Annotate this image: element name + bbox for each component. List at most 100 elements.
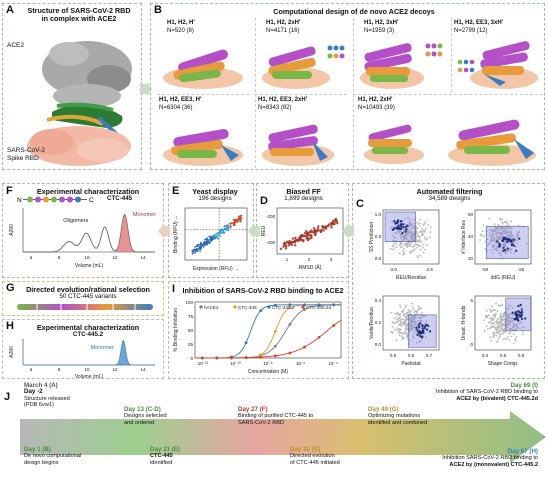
data-point — [200, 246, 203, 248]
event-day: Day 27 (F) — [238, 406, 268, 413]
y-axis-label: # Interface Res — [461, 220, 467, 254]
data-point — [203, 241, 206, 244]
data-point — [512, 326, 515, 328]
data-point — [404, 306, 407, 309]
data-point — [424, 230, 427, 233]
topology-label: H1, H2, EE3, H' — [159, 97, 202, 103]
data-point — [506, 235, 508, 238]
x-axis-label: Volume (mL) — [75, 263, 104, 269]
data-point — [239, 215, 241, 217]
data-point — [498, 245, 501, 248]
data-point — [399, 236, 402, 239]
timeline-event-bottom: Day 1 (B) De novo computational design b… — [24, 446, 81, 466]
data-point — [481, 230, 484, 233]
data-point — [408, 244, 411, 247]
data-point — [396, 327, 399, 330]
data-point — [205, 241, 208, 244]
panel-title-line2: in complex with ACE2 — [41, 14, 117, 23]
timeline-event-top: Day 13 (C-D) Designs selected and ordere… — [124, 406, 167, 426]
data-point — [492, 236, 495, 239]
data-point — [508, 339, 511, 341]
data-point — [319, 230, 323, 234]
tick-label: -25 — [518, 267, 525, 272]
tick-label: 10⁻⁸ — [263, 361, 272, 366]
data-point — [511, 320, 514, 323]
panel-title: Experimental characterization — [36, 187, 140, 196]
data-point — [490, 325, 493, 328]
data-point — [213, 234, 216, 236]
data-point — [393, 328, 396, 331]
data-point — [405, 313, 408, 316]
x-axis-label: REU/Residue — [396, 275, 427, 281]
data-point — [321, 224, 324, 228]
data-point — [412, 233, 415, 236]
data-point — [273, 303, 277, 307]
data-point — [233, 219, 236, 221]
data-point — [518, 322, 521, 325]
data-point — [504, 331, 506, 333]
data-point — [505, 312, 508, 315]
y-axis-label: REU — [261, 225, 267, 236]
tick-label: 30 — [468, 256, 474, 261]
data-point — [430, 226, 432, 229]
data-point — [486, 244, 489, 247]
panel-title: Automated filtering — [416, 187, 483, 196]
data-point — [393, 317, 395, 320]
data-point — [239, 220, 242, 223]
data-point — [495, 235, 498, 238]
data-point — [502, 323, 505, 325]
data-point — [496, 322, 498, 325]
data-point — [404, 235, 406, 237]
data-point — [517, 310, 520, 313]
timeline-arrow — [20, 411, 546, 463]
data-point — [399, 316, 402, 318]
y-axis-label: A280 — [9, 224, 15, 236]
data-point — [419, 335, 422, 338]
data-point — [496, 249, 499, 252]
data-point — [414, 316, 417, 319]
data-point — [222, 231, 225, 234]
data-point — [397, 331, 400, 334]
data-point — [489, 240, 492, 243]
tick-label: 40 — [468, 234, 474, 239]
yeast-display-flow-plot: Binding (RFU) → Expression (RFU) → — [173, 207, 248, 272]
data-point — [235, 219, 237, 222]
data-point — [497, 322, 500, 325]
data-point — [402, 229, 405, 232]
data-point — [423, 222, 426, 225]
data-point — [332, 303, 336, 307]
data-point — [336, 221, 339, 225]
inhibition-dose-response-chart: 100 75 50 25 0 10⁻¹² 10⁻¹⁰ 10⁻⁸ 10⁻⁶ 10⁻⁴ % Bindin… — [173, 300, 342, 375]
data-point — [395, 222, 399, 225]
event-desc: identified — [150, 459, 173, 466]
fit-curve — [195, 304, 341, 359]
data-point — [419, 244, 422, 247]
data-point — [410, 327, 413, 330]
event-day: Day 13 (C-D) — [124, 406, 161, 413]
data-point — [501, 227, 504, 230]
data-point — [490, 339, 493, 342]
event-day: March 4 (A) — [24, 382, 58, 389]
data-point — [493, 324, 496, 327]
data-point — [401, 332, 404, 335]
data-point — [491, 305, 494, 308]
data-point — [391, 245, 394, 248]
topology-label: H1, H2, 3xH' — [364, 20, 399, 26]
data-point — [412, 321, 415, 324]
data-point — [290, 243, 294, 247]
design-helix-image — [457, 41, 538, 89]
data-point — [485, 314, 487, 317]
x-axis-label: Shape Comp. — [488, 361, 519, 367]
data-point — [506, 325, 508, 328]
data-point — [417, 316, 420, 319]
data-point — [395, 246, 398, 249]
panel-subtitle: 196 designs — [198, 195, 232, 202]
panel-subtitle: CTC-445.2 — [72, 331, 104, 338]
data-point — [200, 356, 204, 360]
data-point — [397, 312, 400, 315]
data-point — [411, 325, 414, 328]
data-point — [300, 235, 303, 239]
panel-title: Computational design of de novo ACE2 dec… — [273, 7, 435, 16]
data-point — [495, 331, 498, 333]
data-point — [215, 232, 218, 235]
